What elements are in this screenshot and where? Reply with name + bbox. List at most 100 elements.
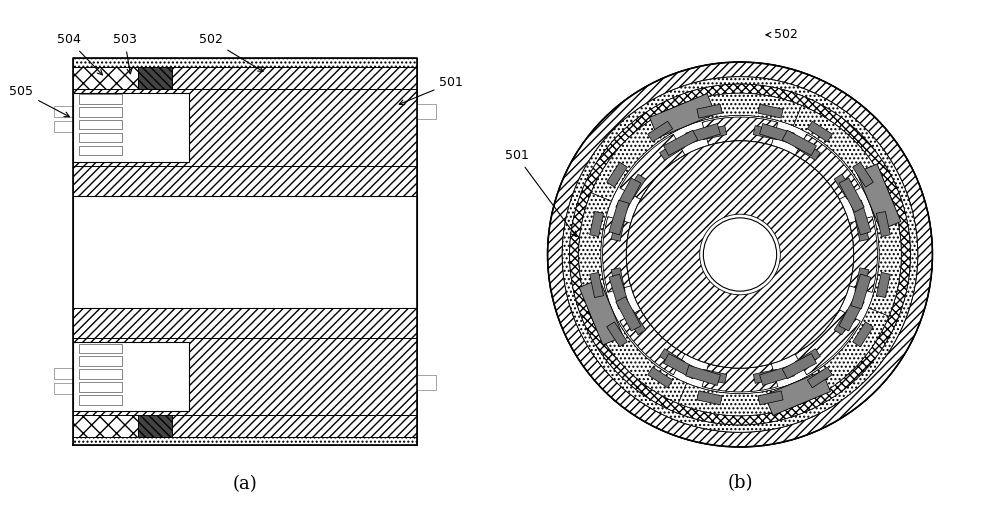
Wedge shape: [622, 99, 636, 115]
Wedge shape: [638, 88, 651, 104]
Wedge shape: [795, 72, 806, 88]
Text: 502: 502: [766, 29, 798, 41]
Wedge shape: [579, 193, 611, 316]
Wedge shape: [789, 423, 799, 439]
Wedge shape: [549, 221, 565, 230]
Wedge shape: [693, 66, 703, 82]
FancyBboxPatch shape: [648, 121, 673, 142]
FancyBboxPatch shape: [660, 349, 685, 370]
Wedge shape: [580, 354, 596, 367]
Wedge shape: [549, 279, 565, 288]
Bar: [172, 67, 417, 89]
Wedge shape: [588, 131, 604, 145]
Bar: [138, 67, 172, 89]
Wedge shape: [918, 248, 932, 254]
Bar: [138, 415, 172, 437]
Wedge shape: [759, 431, 767, 446]
Bar: [417, 375, 436, 389]
Wedge shape: [579, 93, 901, 416]
Wedge shape: [650, 411, 662, 428]
Wedge shape: [555, 195, 571, 206]
Wedge shape: [823, 408, 836, 425]
Wedge shape: [916, 273, 931, 281]
Bar: [73, 342, 189, 411]
Wedge shape: [548, 261, 563, 268]
Wedge shape: [849, 217, 877, 292]
Wedge shape: [687, 68, 697, 83]
Wedge shape: [900, 327, 916, 339]
FancyBboxPatch shape: [753, 126, 779, 139]
Wedge shape: [713, 431, 721, 446]
Wedge shape: [588, 364, 604, 378]
Wedge shape: [777, 427, 787, 443]
Wedge shape: [909, 303, 925, 314]
FancyBboxPatch shape: [607, 322, 627, 347]
Wedge shape: [548, 62, 932, 447]
Wedge shape: [907, 189, 923, 200]
Wedge shape: [674, 72, 685, 88]
Wedge shape: [793, 308, 889, 404]
Bar: [857, 164, 901, 230]
Wedge shape: [606, 382, 621, 398]
Bar: [579, 279, 623, 345]
Bar: [54, 121, 73, 131]
Wedge shape: [812, 79, 824, 95]
Bar: [79, 107, 122, 117]
FancyBboxPatch shape: [625, 174, 646, 199]
FancyBboxPatch shape: [660, 139, 685, 160]
Wedge shape: [823, 84, 836, 101]
Wedge shape: [894, 338, 910, 351]
Wedge shape: [577, 147, 593, 160]
Wedge shape: [765, 64, 773, 79]
Wedge shape: [876, 364, 892, 378]
Text: 503: 503: [113, 34, 137, 74]
Wedge shape: [559, 182, 575, 194]
Wedge shape: [707, 430, 715, 445]
Wedge shape: [795, 309, 860, 375]
Wedge shape: [902, 176, 918, 188]
Wedge shape: [783, 68, 793, 83]
Wedge shape: [746, 62, 753, 77]
Circle shape: [548, 62, 932, 447]
Wedge shape: [880, 136, 896, 150]
Wedge shape: [789, 70, 799, 86]
Wedge shape: [548, 254, 562, 261]
FancyBboxPatch shape: [625, 310, 646, 335]
Wedge shape: [868, 374, 883, 388]
Wedge shape: [564, 170, 580, 182]
Wedge shape: [887, 349, 903, 362]
FancyBboxPatch shape: [855, 216, 869, 241]
FancyBboxPatch shape: [701, 370, 727, 383]
Wedge shape: [555, 303, 571, 314]
Bar: [686, 124, 720, 144]
Wedge shape: [834, 91, 848, 107]
Wedge shape: [863, 378, 878, 393]
Wedge shape: [702, 364, 778, 392]
Wedge shape: [548, 248, 562, 254]
FancyBboxPatch shape: [807, 121, 832, 142]
Wedge shape: [897, 164, 913, 177]
Wedge shape: [627, 399, 641, 414]
Wedge shape: [801, 74, 812, 90]
Wedge shape: [911, 202, 927, 212]
Wedge shape: [880, 359, 896, 373]
Wedge shape: [854, 107, 869, 122]
Bar: [79, 146, 122, 155]
Wedge shape: [777, 66, 787, 82]
Bar: [664, 354, 698, 379]
Wedge shape: [917, 267, 932, 275]
Wedge shape: [577, 349, 593, 362]
Wedge shape: [573, 153, 589, 165]
FancyBboxPatch shape: [753, 370, 779, 383]
Wedge shape: [656, 79, 668, 95]
Wedge shape: [552, 208, 568, 217]
Wedge shape: [632, 402, 646, 418]
Wedge shape: [620, 134, 685, 200]
FancyBboxPatch shape: [795, 349, 820, 370]
FancyBboxPatch shape: [876, 211, 890, 237]
Bar: [760, 124, 794, 144]
Text: 504: 504: [57, 34, 102, 75]
FancyBboxPatch shape: [758, 391, 783, 405]
Wedge shape: [727, 62, 734, 77]
Bar: [79, 370, 122, 379]
